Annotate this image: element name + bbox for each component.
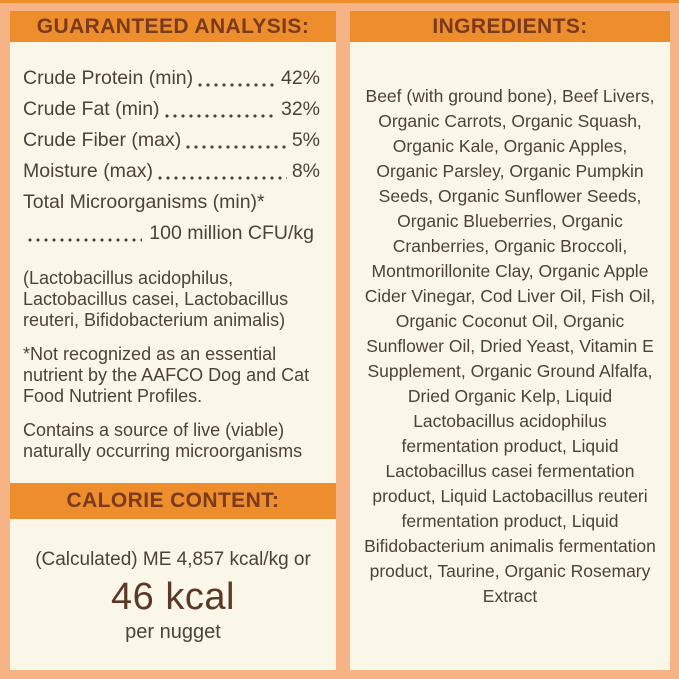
calorie-content-header-band: CALORIE CONTENT: <box>10 483 336 519</box>
guaranteed-analysis-panel: GUARANTEED ANALYSIS: Crude Protein (min)… <box>10 11 336 670</box>
analysis-row-crude-protein: Crude Protein (min) 42% <box>23 63 320 94</box>
analysis-label: Crude Protein (min) <box>23 67 194 89</box>
analysis-value: 42% <box>280 67 320 89</box>
dot-leader <box>186 144 287 149</box>
calorie-unit: per nugget <box>125 621 221 643</box>
ingredients-title: INGREDIENTS: <box>432 14 588 38</box>
ingredients-panel: INGREDIENTS: Beef (with ground bone), Be… <box>350 11 670 670</box>
note-microorganism-species: (Lactobacillus acidophilus, Lactobacillu… <box>23 268 289 330</box>
dot-leader <box>198 82 276 87</box>
dot-leader <box>28 237 143 242</box>
note-live-microorganisms: Contains a source of live (viable) natur… <box>23 420 303 461</box>
dot-leader <box>158 175 287 180</box>
analysis-label: Moisture (max) <box>23 160 154 182</box>
calorie-calculated-line: (Calculated) ME 4,857 kcal/kg or <box>35 549 311 570</box>
analysis-label: Crude Fiber (max) <box>23 129 182 151</box>
analysis-row-crude-fat: Crude Fat (min) 32% <box>23 94 320 125</box>
guaranteed-analysis-header-band: GUARANTEED ANALYSIS: <box>10 11 336 42</box>
analysis-value: 32% <box>280 98 320 120</box>
note-aafco-disclaimer: *Not recognized as an essential nutrient… <box>23 344 310 406</box>
analysis-notes: (Lactobacillus acidophilus, Lactobacillu… <box>10 268 336 462</box>
guaranteed-analysis-title: GUARANTEED ANALYSIS: <box>36 14 310 38</box>
calorie-content-title: CALORIE CONTENT: <box>66 489 280 512</box>
ingredients-list: Beef (with ground bone), Beef Livers, Or… <box>364 86 656 606</box>
analysis-row-microorganisms: Total Microorganisms (min)* <box>23 187 320 218</box>
analysis-row-crude-fiber: Crude Fiber (max) 5% <box>23 125 320 156</box>
analysis-value: 8% <box>291 160 320 182</box>
analysis-label: Crude Fat (min) <box>23 98 160 120</box>
dot-leader <box>164 113 276 118</box>
analysis-label: Total Microorganisms (min)* <box>23 191 265 213</box>
analysis-row-cfu: 100 million CFU/kg <box>23 218 320 249</box>
ingredients-header-band: INGREDIENTS: <box>350 11 670 42</box>
analysis-row-moisture: Moisture (max) 8% <box>23 156 320 187</box>
calorie-value: 46 kcal <box>111 576 235 618</box>
top-orange-strip <box>0 0 679 3</box>
analysis-value: 5% <box>291 129 320 151</box>
analysis-rows: Crude Protein (min) 42% Crude Fat (min) … <box>10 63 336 249</box>
analysis-value: 100 million CFU/kg <box>149 222 314 244</box>
